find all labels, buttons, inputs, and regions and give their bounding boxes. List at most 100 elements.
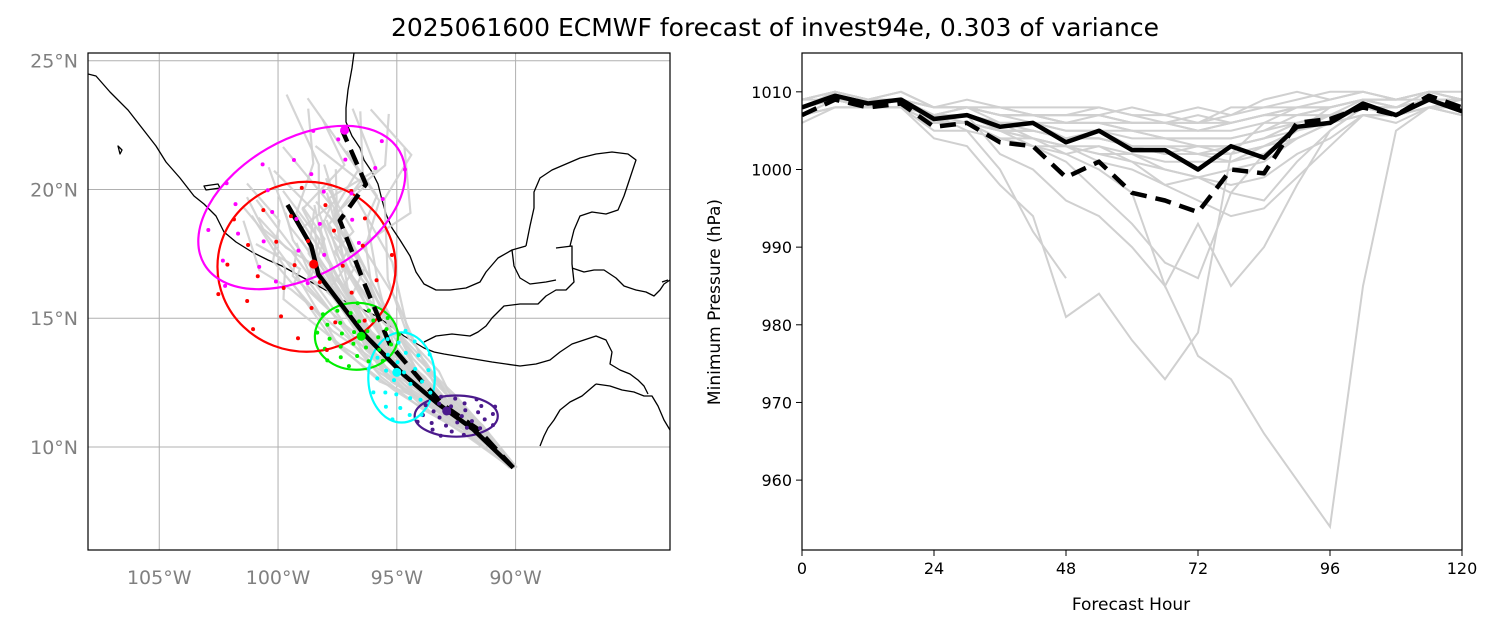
member-dot-120h — [296, 248, 301, 253]
member-dot-48h — [407, 412, 412, 417]
mean-pressure-dashed — [802, 93, 1462, 215]
map-lat-tick-label: 20°N — [30, 179, 78, 201]
member-dot-48h — [385, 337, 390, 342]
member-dot-72h — [339, 331, 344, 336]
y-tick-label: 970 — [761, 393, 792, 412]
member-dot-48h — [394, 392, 399, 397]
member-dot-72h — [365, 329, 370, 334]
member-dot-48h — [366, 366, 371, 371]
member-dot-120h — [224, 181, 229, 186]
member-dot-48h — [428, 390, 433, 395]
mean-pressure-solid — [802, 93, 1462, 172]
member-dot-96h — [225, 262, 230, 267]
pressure-ylabel: Minimum Pressure (hPa) — [705, 199, 725, 405]
member-dot-24h — [479, 403, 484, 408]
member-dot-96h — [323, 203, 328, 208]
center-marker-96h — [309, 259, 319, 269]
member-dot-120h — [223, 283, 228, 288]
member-dot-24h — [474, 397, 479, 402]
x-tick-label: 48 — [1056, 559, 1076, 578]
member-dot-96h — [349, 290, 354, 295]
x-tick-label: 0 — [797, 559, 807, 578]
member-dot-120h — [317, 221, 322, 226]
coastline — [539, 383, 597, 447]
member-dot-96h — [216, 292, 221, 297]
pressure-ticks: 0 24 48 72 96 120 960 970 980 990 1000 1010 — [751, 83, 1477, 578]
member-dot-96h — [281, 286, 286, 291]
member-dot-24h — [469, 419, 474, 424]
member-dot-96h — [292, 263, 297, 268]
member-dot-120h — [270, 210, 275, 215]
member-dot-72h — [351, 341, 356, 346]
member-dot-96h — [360, 243, 365, 248]
member-dot-72h — [320, 312, 325, 317]
member-dot-24h — [493, 404, 498, 409]
y-tick-label: 980 — [761, 316, 792, 335]
ellipse-48h — [367, 331, 436, 424]
member-dot-48h — [390, 417, 395, 422]
map-lon-tick-label: 105°W — [127, 567, 192, 589]
member-dot-24h — [461, 432, 466, 437]
member-pressure-line — [802, 90, 1462, 289]
member-dot-120h — [257, 264, 262, 269]
center-marker-120h — [340, 125, 350, 135]
member-dot-24h — [449, 429, 454, 434]
member-dot-72h — [377, 347, 382, 352]
member-dot-72h — [385, 315, 390, 320]
member-dot-72h — [396, 332, 401, 337]
map-frame — [87, 52, 671, 551]
member-dot-72h — [348, 311, 353, 316]
member-dot-48h — [412, 339, 417, 344]
member-dot-24h — [415, 419, 420, 424]
member-dot-48h — [402, 370, 407, 375]
member-dot-96h — [251, 327, 256, 332]
member-dot-24h — [463, 408, 468, 413]
y-tick-label: 960 — [761, 471, 792, 490]
track-map-panel: 105°W 100°W 95°W 90°W 10°N 15°N 20°N 25°N — [30, 51, 671, 589]
member-dot-120h — [379, 139, 384, 144]
member-dot-120h — [343, 157, 348, 162]
member-dot-48h — [375, 376, 380, 381]
member-dot-72h — [327, 336, 332, 341]
member-pressure-line — [802, 90, 1462, 124]
member-dot-120h — [220, 258, 225, 263]
y-tick-label: 990 — [761, 238, 792, 257]
member-dot-72h — [335, 308, 340, 313]
mean-track-solid — [285, 203, 515, 470]
member-pressure-line — [802, 98, 1462, 218]
map-lat-tick-label: 25°N — [30, 51, 78, 73]
member-dot-72h — [376, 335, 381, 340]
member-dot-24h — [490, 412, 495, 417]
member-dot-96h — [362, 318, 367, 323]
x-tick-label: 72 — [1188, 559, 1208, 578]
member-dot-120h — [291, 158, 296, 163]
pressure-xlabel: Forecast Hour — [1072, 595, 1190, 615]
member-dot-120h — [322, 252, 327, 257]
member-dot-48h — [396, 340, 401, 345]
member-dot-72h — [357, 319, 362, 324]
pressure-lines — [802, 90, 1462, 530]
member-dot-96h — [255, 274, 260, 279]
member-dot-48h — [398, 405, 403, 410]
member-dot-72h — [371, 318, 376, 323]
member-dot-96h — [279, 314, 284, 319]
member-dot-24h — [444, 423, 449, 428]
member-dot-96h — [362, 216, 367, 221]
member-dot-24h — [447, 410, 452, 415]
member-dot-72h — [355, 354, 360, 359]
member-dot-24h — [430, 427, 435, 432]
member-dot-24h — [478, 426, 483, 431]
member-dot-120h — [350, 217, 355, 222]
map-lon-tick-label: 90°W — [489, 567, 542, 589]
member-dot-96h — [333, 320, 338, 325]
member-dot-96h — [306, 239, 311, 244]
ellipse-120h — [197, 124, 407, 291]
member-dot-24h — [464, 425, 469, 430]
member-dot-72h — [352, 330, 357, 335]
member-dot-96h — [231, 217, 236, 222]
member-dot-24h — [482, 417, 487, 422]
member-dot-120h — [311, 128, 316, 133]
member-dot-120h — [349, 191, 354, 196]
member-dot-48h — [403, 350, 408, 355]
member-dot-24h — [423, 403, 428, 408]
